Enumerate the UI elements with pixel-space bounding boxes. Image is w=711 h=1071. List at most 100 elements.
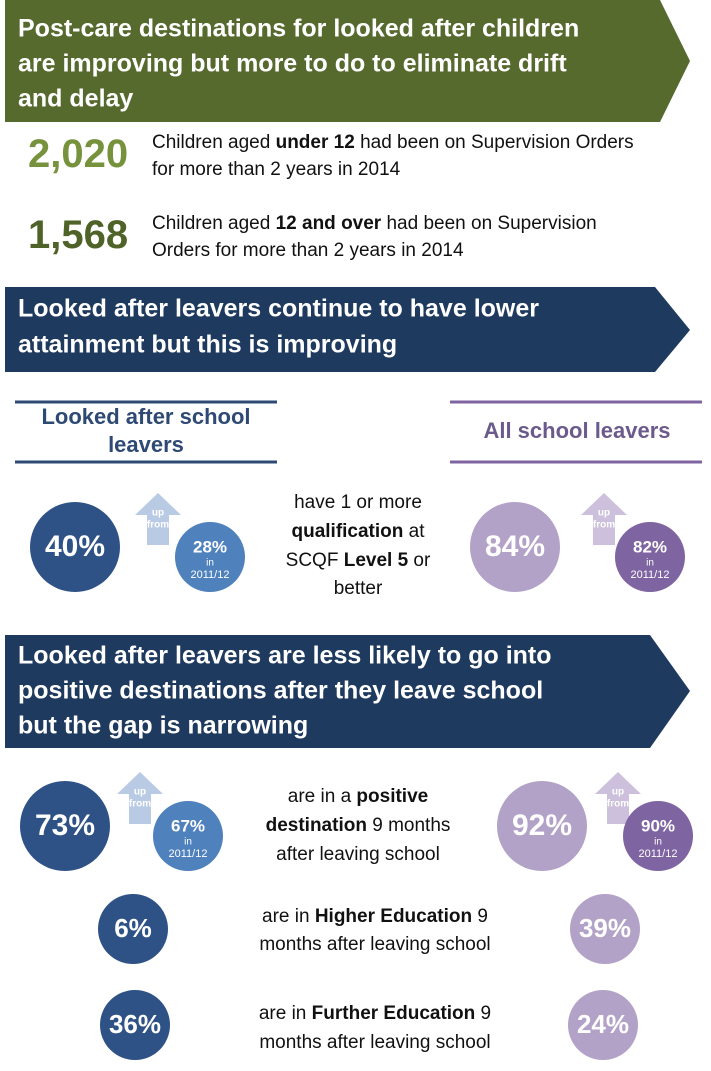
text-line: SCQF Level 5 or xyxy=(286,550,431,571)
bold-text: destination xyxy=(266,815,367,836)
bold-text: positive xyxy=(356,786,428,807)
text: Children aged xyxy=(152,213,276,234)
bold-text: qualification xyxy=(291,521,403,542)
previous-year: 2011/12 xyxy=(169,848,208,860)
text-line: are in a positive xyxy=(288,786,428,807)
stat-value: 40% xyxy=(45,530,105,563)
text-line: are in Further Education 9 xyxy=(259,1003,491,1024)
text-line: have 1 or more xyxy=(294,492,422,513)
previous-value: 28% xyxy=(193,537,227,556)
previous-circle xyxy=(175,522,245,592)
arrow-label: up xyxy=(612,787,624,798)
bold-text: 12 and over xyxy=(276,213,382,234)
text: better xyxy=(334,578,383,599)
stat-circle xyxy=(497,781,587,871)
previous-in: in xyxy=(206,558,214,569)
banner xyxy=(5,635,690,748)
stat-circle xyxy=(20,781,110,871)
bold-text: Further Education xyxy=(312,1003,476,1024)
text-line: Orders for more than 2 years in 2014 xyxy=(152,240,464,261)
banner-title: attainment but this is improving xyxy=(18,331,397,359)
arrow-label: up xyxy=(152,508,164,519)
stat-number: 2,020 xyxy=(28,132,128,176)
arrow-label: up xyxy=(134,787,146,798)
text: had been on Supervision xyxy=(381,213,597,234)
text-line: after leaving school xyxy=(276,844,440,865)
stat-value: 39% xyxy=(579,913,631,943)
previous-circle xyxy=(153,801,223,871)
text-line: Children aged 12 and over had been on Su… xyxy=(152,213,597,234)
text-line: qualification at xyxy=(291,521,425,542)
text-line: for more than 2 years in 2014 xyxy=(152,159,401,180)
up-arrow xyxy=(595,772,641,824)
column-heading: All school leavers xyxy=(483,418,670,443)
text: for more than 2 years in 2014 xyxy=(152,159,401,180)
text: Orders for more than 2 years in 2014 xyxy=(152,240,464,261)
text-line: Children aged under 12 had been on Super… xyxy=(152,132,634,153)
stat-circle xyxy=(98,894,168,964)
stat-value: 73% xyxy=(35,809,95,842)
stat-value: 6% xyxy=(114,913,152,943)
stat-number: 1,568 xyxy=(28,213,128,257)
bold-text: under 12 xyxy=(276,132,355,153)
banner-title: but the gap is narrowing xyxy=(18,712,308,740)
text: SCQF xyxy=(286,550,344,571)
text: months after leaving school xyxy=(259,1032,490,1053)
text-line: are in Higher Education 9 xyxy=(262,906,488,927)
previous-in: in xyxy=(184,837,192,848)
text-line: destination 9 months xyxy=(266,815,451,836)
arrow-label: from xyxy=(607,799,629,810)
stat-circle xyxy=(470,502,560,592)
up-arrow xyxy=(581,493,627,545)
up-arrow xyxy=(117,772,163,824)
text: are in a xyxy=(288,786,357,807)
stat-circle xyxy=(570,894,640,964)
text-line: better xyxy=(334,578,383,599)
column-heading: Looked after school xyxy=(41,404,250,429)
banner-title: Post-care destinations for looked after … xyxy=(18,15,579,43)
text: Children aged xyxy=(152,132,276,153)
banner-title: positive destinations after they leave s… xyxy=(18,677,543,705)
text: at xyxy=(403,521,425,542)
text-line: months after leaving school xyxy=(259,1032,490,1053)
stat-circle xyxy=(568,990,638,1060)
banner xyxy=(5,287,690,372)
previous-circle xyxy=(615,522,685,592)
stat-value: 84% xyxy=(485,530,545,563)
stat-circle xyxy=(100,990,170,1060)
stat-value: 24% xyxy=(577,1009,629,1039)
previous-year: 2011/12 xyxy=(631,569,670,581)
stat-value: 92% xyxy=(512,809,572,842)
text-line: months after leaving school xyxy=(259,934,490,955)
stat-circle xyxy=(30,502,120,592)
text: after leaving school xyxy=(276,844,440,865)
bold-text: Higher Education xyxy=(315,906,472,927)
previous-year: 2011/12 xyxy=(639,848,678,860)
column-heading: leavers xyxy=(108,432,184,457)
text: or xyxy=(408,550,431,571)
banner-title: Looked after leavers are less likely to … xyxy=(18,642,552,670)
previous-in: in xyxy=(654,837,662,848)
arrow-label: from xyxy=(129,799,151,810)
text: 9 months xyxy=(367,815,450,836)
text: months after leaving school xyxy=(259,934,490,955)
text: are in xyxy=(262,906,315,927)
banner xyxy=(5,0,690,122)
banner-title: and delay xyxy=(18,85,133,113)
text: 9 xyxy=(472,906,488,927)
bold-text: Level 5 xyxy=(344,550,409,571)
text: have 1 or more xyxy=(294,492,422,513)
arrow-label: from xyxy=(147,520,169,531)
previous-value: 90% xyxy=(641,816,675,835)
stat-value: 36% xyxy=(109,1009,161,1039)
banner-title: are improving but more to do to eliminat… xyxy=(18,50,567,78)
previous-year: 2011/12 xyxy=(191,569,230,581)
previous-in: in xyxy=(646,558,654,569)
previous-value: 67% xyxy=(171,816,205,835)
text: 9 xyxy=(475,1003,491,1024)
up-arrow xyxy=(135,493,181,545)
text: had been on Supervision Orders xyxy=(355,132,634,153)
previous-circle xyxy=(623,801,693,871)
